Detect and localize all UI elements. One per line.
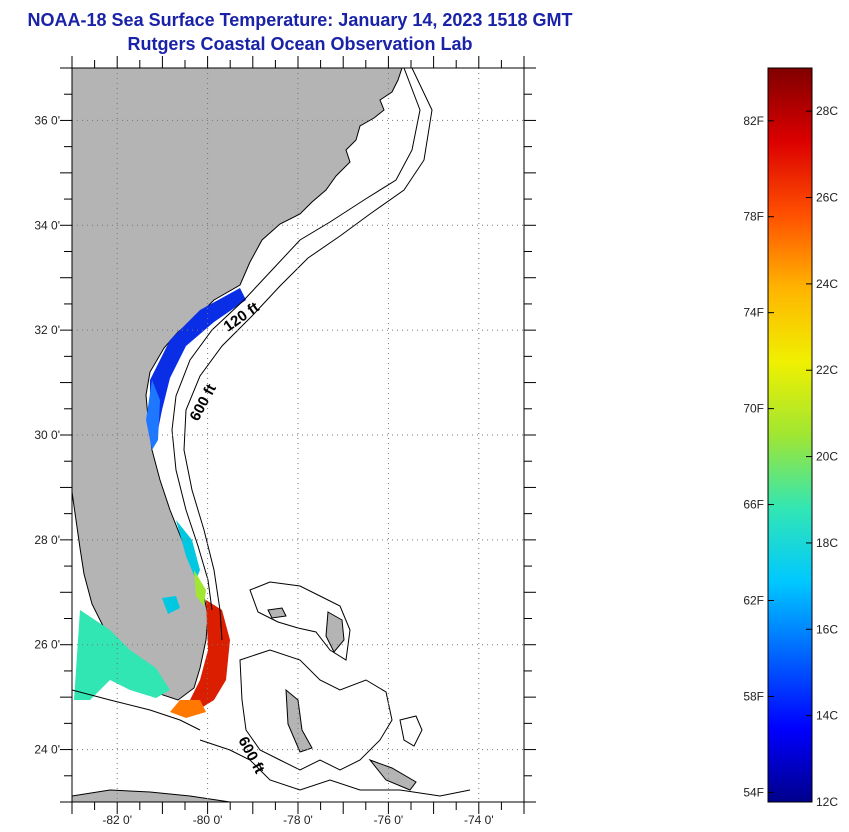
fahrenheit-tick-label: 70F — [743, 402, 764, 416]
bahamas-island — [285, 688, 313, 753]
sst-map: 120 ft 600 ft 600 ft 24 0'26 0'28 0'30 0… — [34, 56, 536, 827]
lon-tick-label: -82 0' — [102, 813, 132, 827]
map-title: NOAA-18 Sea Surface Temperature: January… — [27, 10, 573, 30]
lat-tick-label: 26 0' — [34, 638, 60, 652]
celsius-tick-label: 14C — [816, 709, 838, 723]
celsius-tick-label: 24C — [816, 277, 838, 291]
lat-tick-label: 24 0' — [34, 743, 60, 757]
lon-tick-label: -78 0' — [283, 813, 313, 827]
graticule-grid — [72, 68, 524, 802]
sst-overlay — [74, 288, 246, 718]
celsius-tick-label: 20C — [816, 450, 838, 464]
celsius-tick-label: 28C — [816, 104, 838, 118]
celsius-tick-label: 16C — [816, 622, 838, 636]
bahamas-island — [325, 611, 345, 653]
lon-tick-label: -74 0' — [464, 813, 494, 827]
celsius-tick-label: 22C — [816, 363, 838, 377]
lat-tick-label: 36 0' — [34, 113, 60, 127]
lat-tick-label: 34 0' — [34, 218, 60, 232]
map-subtitle: Rutgers Coastal Ocean Observation Lab — [127, 34, 473, 54]
celsius-tick-label: 26C — [816, 191, 838, 205]
map-ticks — [60, 56, 536, 814]
colorbar-ticks: 12C 14C 16C 18C 20C 22C 24C 26C 28C 54F 58F 62F 66F 7… — [743, 104, 838, 809]
fahrenheit-tick-label: 58F — [743, 689, 764, 703]
bathymetry-contours — [72, 68, 471, 797]
celsius-tick-label: 12C — [816, 795, 838, 809]
fahrenheit-tick-label: 62F — [743, 594, 764, 608]
colorbar-scale — [767, 67, 813, 803]
lon-tick-label: -76 0' — [374, 813, 404, 827]
fahrenheit-tick-label: 66F — [743, 498, 764, 512]
fahrenheit-tick-label: 74F — [743, 306, 764, 320]
lat-tick-label: 28 0' — [34, 533, 60, 547]
bahamas-island — [368, 758, 417, 791]
latitude-labels: 24 0' 26 0' 28 0' 30 0' 32 0' 34 0' 36 0' — [34, 113, 60, 756]
fahrenheit-tick-label: 78F — [743, 210, 764, 224]
fahrenheit-tick-label: 54F — [743, 785, 764, 799]
lat-tick-label: 32 0' — [34, 323, 60, 337]
longitude-labels: -82 0' -80 0' -78 0' -76 0' -74 0' — [102, 813, 493, 827]
cuba-land — [72, 789, 231, 802]
lat-tick-label: 30 0' — [34, 428, 60, 442]
bahamas-island — [267, 607, 287, 619]
celsius-tick-label: 18C — [816, 536, 838, 550]
lon-tick-label: -80 0' — [193, 813, 223, 827]
fahrenheit-tick-label: 82F — [743, 114, 764, 128]
